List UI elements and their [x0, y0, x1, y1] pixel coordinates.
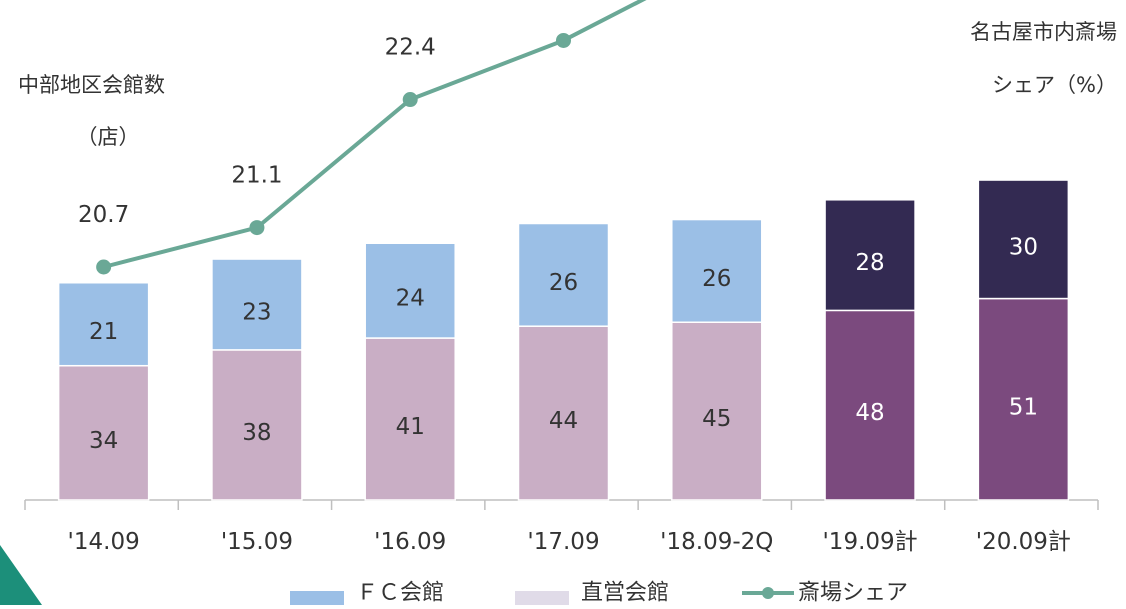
bar-value-label: 48: [855, 400, 884, 426]
bar-value-label: 38: [242, 420, 271, 446]
bar-direct-2: [364, 337, 456, 501]
legend-label: ＦＣ会館: [356, 581, 444, 606]
legend-swatch-0: [290, 591, 344, 607]
x-tick-label: '17.09: [527, 529, 599, 555]
bar-value-label: 30: [1009, 234, 1038, 260]
left-axis-label: 中部地区会館数: [18, 73, 165, 97]
bar-fc-5: [824, 199, 916, 312]
x-tick-label: '20.09計: [976, 529, 1071, 555]
bar-value-label: 26: [702, 266, 731, 292]
share-value-label: 23: [549, 0, 578, 1]
bar-direct-3: [517, 325, 610, 501]
share-point-1: [249, 220, 265, 236]
bar-value-label: 41: [396, 414, 425, 440]
bar-value-label: 21: [89, 319, 118, 345]
bar-fc-3: [517, 222, 610, 327]
bar-fc-2: [364, 242, 456, 339]
bar-value-label: 28: [855, 250, 884, 276]
bar-value-label: 24: [396, 286, 425, 312]
bar-value-label: 45: [702, 406, 731, 432]
bar-value-label: 34: [89, 428, 118, 454]
left-axis-unit: （店）: [77, 125, 140, 149]
share-point-0: [96, 259, 112, 275]
bar-direct-4: [671, 321, 763, 501]
x-tick-label: '18.09-2Q: [660, 529, 773, 555]
legend-label: 直営会館: [581, 581, 669, 606]
share-value-label: 22.4: [385, 35, 436, 61]
right-axis-unit: シェア（%）: [992, 73, 1117, 97]
legend-label: 斎場シェア: [798, 581, 908, 606]
bar-direct-5: [824, 309, 916, 501]
bar-fc-6: [977, 179, 1070, 300]
corner-accent-shape: [0, 545, 42, 605]
share-value-label: 21.1: [231, 163, 282, 189]
bar-direct-1: [211, 349, 303, 501]
right-axis-label: 名古屋市内斎場: [970, 20, 1117, 44]
bar-value-label: 44: [549, 408, 578, 434]
bar-value-label: 26: [549, 270, 578, 296]
x-tick-label: '14.09: [68, 529, 140, 555]
bar-value-label: 51: [1009, 394, 1038, 420]
legend-marker-2: [762, 587, 774, 599]
legend-swatch-1: [515, 591, 569, 607]
x-tick-label: '15.09: [221, 529, 293, 555]
bar-value-label: 23: [242, 299, 271, 325]
share-value-label: 20.7: [78, 202, 129, 228]
bar-fc-0: [57, 282, 150, 367]
bar-fc-1: [211, 258, 303, 351]
bar-fc-4: [671, 218, 763, 323]
bar-direct-0: [57, 364, 150, 501]
x-tick-label: '16.09: [374, 529, 446, 555]
share-point-3: [556, 32, 571, 48]
x-tick-label: '19.09計: [822, 529, 917, 555]
share-point-2: [402, 92, 418, 108]
